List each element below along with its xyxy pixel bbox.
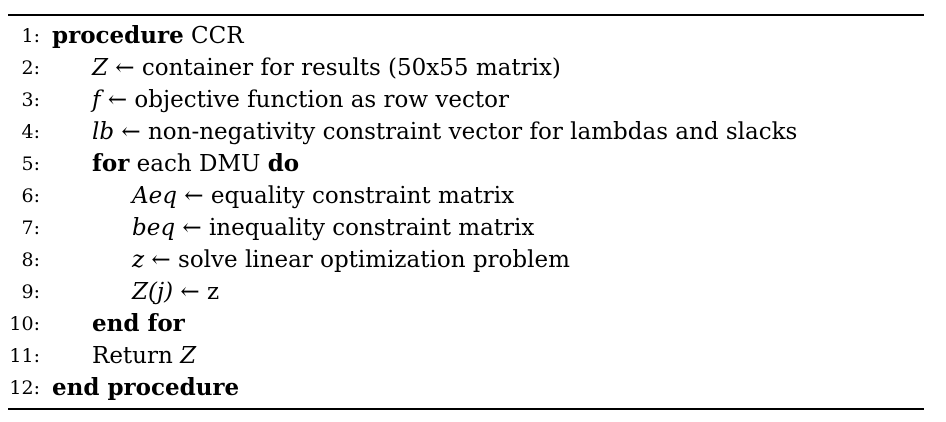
line-number: 10:	[9, 313, 40, 335]
algorithm-line: 12: end procedure	[0, 372, 940, 404]
top-rule	[8, 14, 924, 16]
algorithm-line: 1: procedure CCR	[0, 20, 940, 52]
line-code: Return Z	[92, 340, 196, 372]
line-code: beq ← inequality constraint matrix	[132, 212, 534, 244]
keyword: end for	[92, 310, 185, 337]
variable: Z	[180, 343, 197, 369]
keyword: do	[267, 150, 300, 177]
line-number: 12:	[9, 377, 40, 399]
code-text: ← z	[173, 279, 220, 305]
line-number: 9:	[21, 281, 41, 303]
line-number: 7:	[21, 217, 41, 239]
code-text: each DMU	[129, 151, 268, 177]
line-number: 8:	[21, 249, 41, 271]
line-number: 1:	[21, 25, 41, 47]
algorithm-line: 10: end for	[0, 308, 940, 340]
line-code: lb ← non-negativity constraint vector fo…	[92, 116, 797, 148]
code-text: ← non-negativity constraint vector for l…	[114, 119, 798, 145]
line-code: procedure CCR	[52, 20, 244, 52]
variable: z	[132, 247, 145, 273]
line-number: 11:	[9, 345, 40, 367]
line-code: Z ← container for results (50x55 matrix)	[92, 52, 561, 84]
algorithm-line: 3: f ← objective function as row vector	[0, 84, 940, 116]
line-code: Z(j) ← z	[132, 276, 219, 308]
variable: beq	[132, 215, 176, 241]
line-code: Aeq ← equality constraint matrix	[132, 180, 514, 212]
algorithm-line: 8: z ← solve linear optimization problem	[0, 244, 940, 276]
keyword: procedure	[52, 22, 184, 49]
line-code: end for	[92, 308, 185, 340]
algorithm-line: 6: Aeq ← equality constraint matrix	[0, 180, 940, 212]
line-code: for each DMU do	[92, 148, 299, 180]
algorithm-line: 9: Z(j) ← z	[0, 276, 940, 308]
variable: Z(j)	[132, 279, 174, 305]
line-code: end procedure	[52, 372, 239, 404]
variable: Aeq	[132, 183, 177, 209]
variable: lb	[92, 119, 115, 145]
line-code: z ← solve linear optimization problem	[132, 244, 570, 276]
algorithm-line: 5: for each DMU do	[0, 148, 940, 180]
line-number: 4:	[21, 121, 41, 143]
line-code: f ← objective function as row vector	[92, 84, 509, 116]
algorithm-line: 11: Return Z	[0, 340, 940, 372]
keyword: for	[92, 150, 130, 177]
code-text: ← objective function as row vector	[100, 87, 509, 113]
code-text: ← solve linear optimization problem	[144, 247, 570, 273]
code-text: ← inequality constraint matrix	[175, 215, 535, 241]
variable: f	[92, 87, 101, 113]
algorithm-line: 2: Z ← container for results (50x55 matri…	[0, 52, 940, 84]
bottom-rule	[8, 408, 924, 410]
line-number: 6:	[21, 185, 41, 207]
line-number: 2:	[21, 57, 41, 79]
variable: Z	[92, 55, 108, 81]
code-text: ← container for results (50x55 matrix)	[107, 55, 561, 81]
code-text: CCR	[183, 23, 244, 49]
keyword: end procedure	[52, 374, 240, 401]
code-text: Return	[92, 343, 181, 369]
algorithm-line: 7: beq ← inequality constraint matrix	[0, 212, 940, 244]
algorithm-line: 4: lb ← non-negativity constraint vector …	[0, 116, 940, 148]
code-text: ← equality constraint matrix	[176, 183, 515, 209]
line-number: 5:	[21, 153, 41, 175]
line-number: 3:	[21, 89, 41, 111]
